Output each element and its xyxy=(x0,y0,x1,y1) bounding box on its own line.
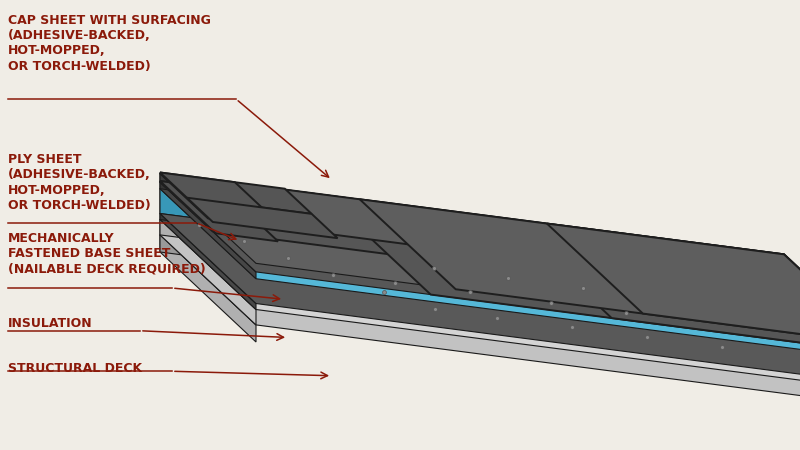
Polygon shape xyxy=(160,173,784,263)
Polygon shape xyxy=(160,172,283,227)
Polygon shape xyxy=(160,235,784,333)
Polygon shape xyxy=(160,189,784,294)
Text: INSULATION: INSULATION xyxy=(8,317,93,330)
Polygon shape xyxy=(160,189,800,360)
Polygon shape xyxy=(160,214,800,384)
Polygon shape xyxy=(160,182,784,270)
Text: PLY SHEET
(ADHESIVE-BACKED,
HOT-MOPPED,
OR TORCH-WELDED): PLY SHEET (ADHESIVE-BACKED, HOT-MOPPED, … xyxy=(8,153,150,212)
Polygon shape xyxy=(160,173,256,272)
Polygon shape xyxy=(160,214,784,301)
Polygon shape xyxy=(160,235,800,406)
Text: MECHANICALLY
FASTENED BASE SHEET
(NAILABLE DECK REQUIRED): MECHANICALLY FASTENED BASE SHEET (NAILAB… xyxy=(8,232,206,276)
Polygon shape xyxy=(334,205,800,353)
Text: STRUCTURAL DECK: STRUCTURAL DECK xyxy=(8,362,142,375)
Polygon shape xyxy=(160,220,256,325)
Polygon shape xyxy=(360,199,800,344)
Polygon shape xyxy=(160,173,800,299)
Polygon shape xyxy=(160,235,256,342)
Polygon shape xyxy=(160,173,800,344)
Polygon shape xyxy=(160,214,256,310)
Polygon shape xyxy=(160,182,256,279)
Polygon shape xyxy=(547,224,800,344)
Polygon shape xyxy=(160,220,784,316)
Polygon shape xyxy=(187,198,338,238)
Polygon shape xyxy=(160,182,800,312)
Polygon shape xyxy=(160,181,278,241)
Polygon shape xyxy=(160,189,256,303)
Polygon shape xyxy=(160,181,303,225)
Polygon shape xyxy=(160,182,800,353)
Text: CAP SHEET WITH SURFACING
(ADHESIVE-BACKED,
HOT-MOPPED,
OR TORCH-WELDED): CAP SHEET WITH SURFACING (ADHESIVE-BACKE… xyxy=(8,14,211,73)
Polygon shape xyxy=(160,220,800,391)
Polygon shape xyxy=(160,172,312,214)
Polygon shape xyxy=(516,228,800,353)
